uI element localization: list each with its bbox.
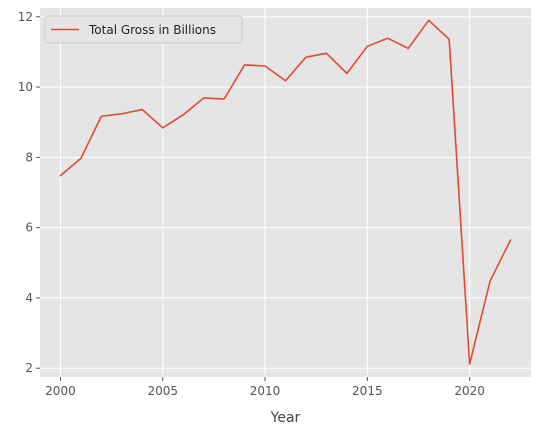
tick-layer: 2 4 6 8 10 12 2000 2005 2010 2015 2020 [18,10,485,398]
x-axis-label: Year [270,410,301,426]
y-tick-label: 10 [18,80,33,94]
x-tick-label: 2020 [454,384,485,398]
y-tick-label: 8 [25,150,33,164]
legend-label: Total Gross in Billions [88,23,216,37]
y-tick-label: 12 [18,10,33,24]
x-tick-label: 2000 [45,384,76,398]
series-layer [59,19,512,365]
legend-box [44,15,243,44]
legend: Total Gross in Billions [44,15,243,44]
y-tick-label: 6 [25,221,33,235]
y-tick-label: 2 [25,361,33,375]
x-tick-label: 2015 [352,384,383,398]
y-tick-label: 4 [25,291,33,305]
series-line [59,19,512,365]
x-tick-label: 2010 [250,384,281,398]
x-tick-label: 2005 [147,384,178,398]
plot-background [40,8,531,377]
